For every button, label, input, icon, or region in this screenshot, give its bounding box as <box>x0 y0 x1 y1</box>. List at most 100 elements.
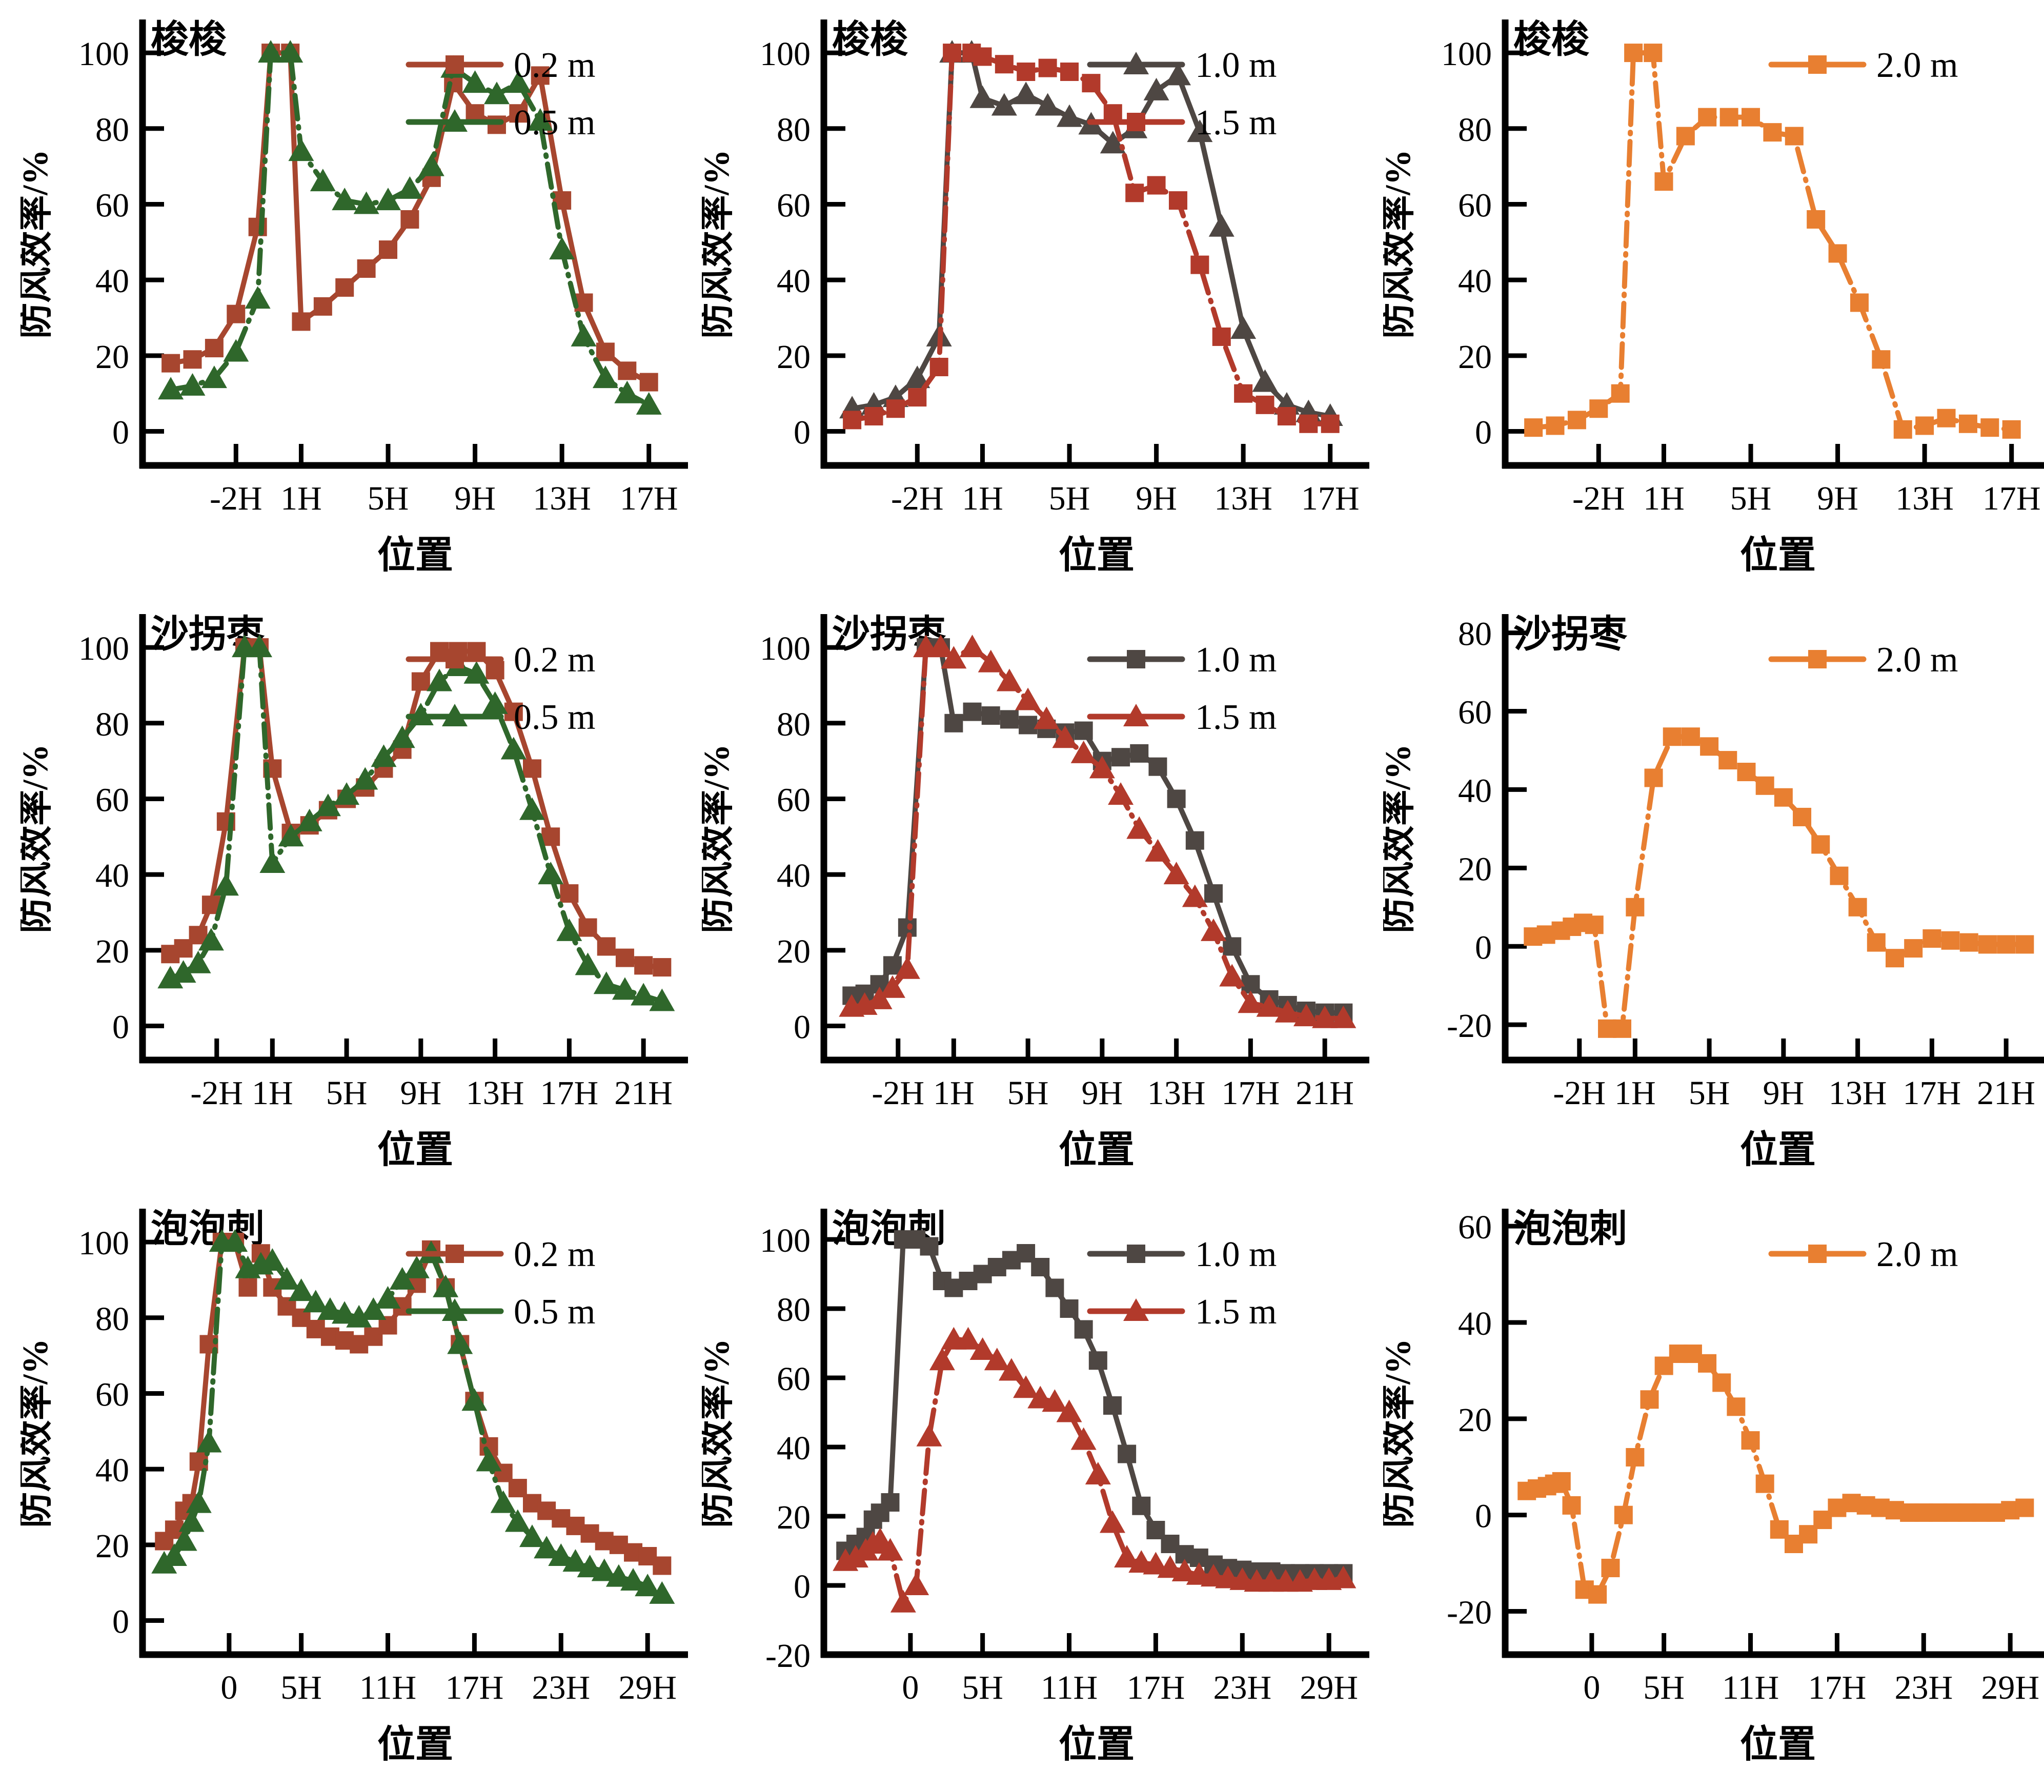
x-tick-label: 13H <box>1895 480 1954 517</box>
data-point-triangle <box>504 1509 531 1532</box>
legend-label: 0.2 m <box>514 1235 595 1274</box>
data-point-square <box>883 956 902 975</box>
data-point-square <box>1321 414 1340 433</box>
x-tick-label: 17H <box>1301 480 1360 517</box>
chart-svg: -2H 1H 5H 9H 13H 17H 0 20 40 60 80 100 防风效率/% 位置 梭梭 0.2… <box>21 19 688 577</box>
data-point-triangle <box>941 646 967 669</box>
data-point-triangle <box>1070 1427 1097 1450</box>
data-point-square <box>1118 1444 1137 1463</box>
x-tick-label: -2H <box>1553 1074 1606 1112</box>
y-axis-title: 防风效率/% <box>1383 1338 1418 1528</box>
chart-svg: -2H 1H 5H 9H 13H 17H 0 20 40 60 80 100 防风效率/% 位置 梭梭 2.0… <box>1383 19 2044 577</box>
data-point-triangle <box>222 1229 248 1252</box>
data-point-square <box>161 354 180 373</box>
x-axis-title: 位置 <box>1059 1724 1135 1766</box>
data-point-triangle <box>171 1528 197 1551</box>
x-tick-label: 13H <box>1829 1074 1887 1112</box>
data-point-triangle <box>389 1267 415 1290</box>
x-axis-title: 位置 <box>377 1724 453 1766</box>
data-point-triangle <box>288 1278 314 1301</box>
y-tick-label: 60 <box>95 1376 129 1413</box>
data-point-square <box>1698 1354 1717 1373</box>
series-1.0m <box>836 1230 1353 1583</box>
data-point-square <box>1204 884 1223 903</box>
x-tick-label: 1H <box>1643 480 1685 517</box>
series-markers <box>161 44 658 392</box>
data-point-triangle <box>310 169 336 192</box>
data-point-triangle <box>1182 884 1208 907</box>
data-point-square <box>1613 1019 1631 1038</box>
data-point-square <box>1741 1431 1760 1450</box>
chart-title: 梭梭 <box>1513 19 1589 61</box>
data-point-square <box>1074 721 1093 740</box>
data-point-triangle <box>969 1337 996 1360</box>
y-axis-title: 防风效率/% <box>21 149 55 338</box>
y-tick-label: 60 <box>1458 187 1492 224</box>
y-tick-label: 0 <box>794 414 811 452</box>
data-point-triangle <box>1013 82 1039 105</box>
data-point-square <box>973 47 992 66</box>
data-point-square <box>1589 399 1608 418</box>
x-tick-label: 23H <box>1894 1669 1953 1706</box>
legend-label: 2.0 m <box>1876 640 1958 680</box>
y-tick-label: 80 <box>95 1300 129 1338</box>
data-point-triangle <box>418 153 444 176</box>
data-point-triangle <box>332 188 358 211</box>
chart-svg: 0 5H 11H 17H 23H 29H 0 20 40 60 80 100 防风效率/% 位置 泡泡刺 0.… <box>21 1208 688 1766</box>
series-markers <box>1524 727 2034 1038</box>
x-tick-label: 21H <box>1977 1074 2035 1112</box>
x-tick-label: 13H <box>1147 1074 1206 1112</box>
data-point-square <box>886 399 905 418</box>
series-1.5m <box>833 1327 1357 1613</box>
x-axis-title: 位置 <box>377 1129 453 1171</box>
y-tick-label: 40 <box>1458 262 1492 300</box>
y-tick-label: -20 <box>765 1637 811 1675</box>
x-tick-label: 5H <box>1049 480 1090 517</box>
data-point-triangle <box>259 1248 286 1271</box>
chart-svg: -2H 1H 5H 9H 13H 17H 21H020406080100防风效率/%位置沙拐… <box>21 614 688 1171</box>
y-tick-label: 40 <box>1458 1305 1492 1342</box>
y-tick-label: 80 <box>777 706 811 743</box>
data-point-triangle <box>389 725 415 748</box>
data-point-triangle <box>1052 725 1078 748</box>
data-point-triangle <box>955 1327 981 1350</box>
y-axis-title: 防风效率/% <box>1383 149 1418 338</box>
series-0.5m <box>157 635 675 1011</box>
x-axis-title: 位置 <box>1740 1129 1816 1171</box>
chart-title: 泡泡刺 <box>1513 1208 1627 1250</box>
y-tick-label: 100 <box>760 630 811 667</box>
chart-panel-paopaoci-02-05: 0 5H 11H 17H 23H 29H 0 20 40 60 80 100 防风效率/% 位置 泡泡刺 0.… <box>21 1197 702 1792</box>
data-point-triangle <box>1330 1565 1357 1589</box>
legend: 1.0 m 1.5 m <box>1087 46 1277 142</box>
x-tick-label: 29H <box>1300 1669 1358 1706</box>
y-tick-label: 80 <box>95 111 129 149</box>
y-tick-label: 80 <box>1458 616 1492 653</box>
data-point-triangle <box>929 1348 955 1371</box>
data-point-triangle <box>1123 52 1149 74</box>
y-axis-title: 防风效率/% <box>702 1338 737 1528</box>
data-point-square <box>1127 650 1145 668</box>
x-tick-label: -2H <box>190 1074 243 1112</box>
data-point-square <box>1082 74 1101 93</box>
series-2.0m <box>1524 44 2021 439</box>
y-tick-label: 80 <box>1458 111 1492 149</box>
data-point-square <box>1997 935 2016 954</box>
data-point-square <box>864 407 883 425</box>
data-point-triangle <box>1238 990 1264 1013</box>
y-tick-label: 0 <box>112 1603 129 1641</box>
data-point-triangle <box>959 635 985 658</box>
data-point-triangle <box>1157 1555 1183 1578</box>
legend-label: 2.0 m <box>1876 46 1958 85</box>
data-point-square <box>446 1245 464 1263</box>
y-tick-label: 60 <box>777 187 811 224</box>
x-tick-label: 13H <box>533 480 591 517</box>
data-point-triangle <box>1027 1386 1054 1409</box>
data-point-square <box>1808 650 1827 668</box>
data-point-triangle <box>1143 77 1169 100</box>
data-point-square <box>1978 935 1997 954</box>
data-point-triangle <box>649 988 675 1011</box>
data-point-triangle <box>591 1558 617 1581</box>
data-point-triangle <box>288 138 314 161</box>
data-point-square <box>1127 1245 1145 1263</box>
x-tick-label: -2H <box>1572 480 1625 517</box>
